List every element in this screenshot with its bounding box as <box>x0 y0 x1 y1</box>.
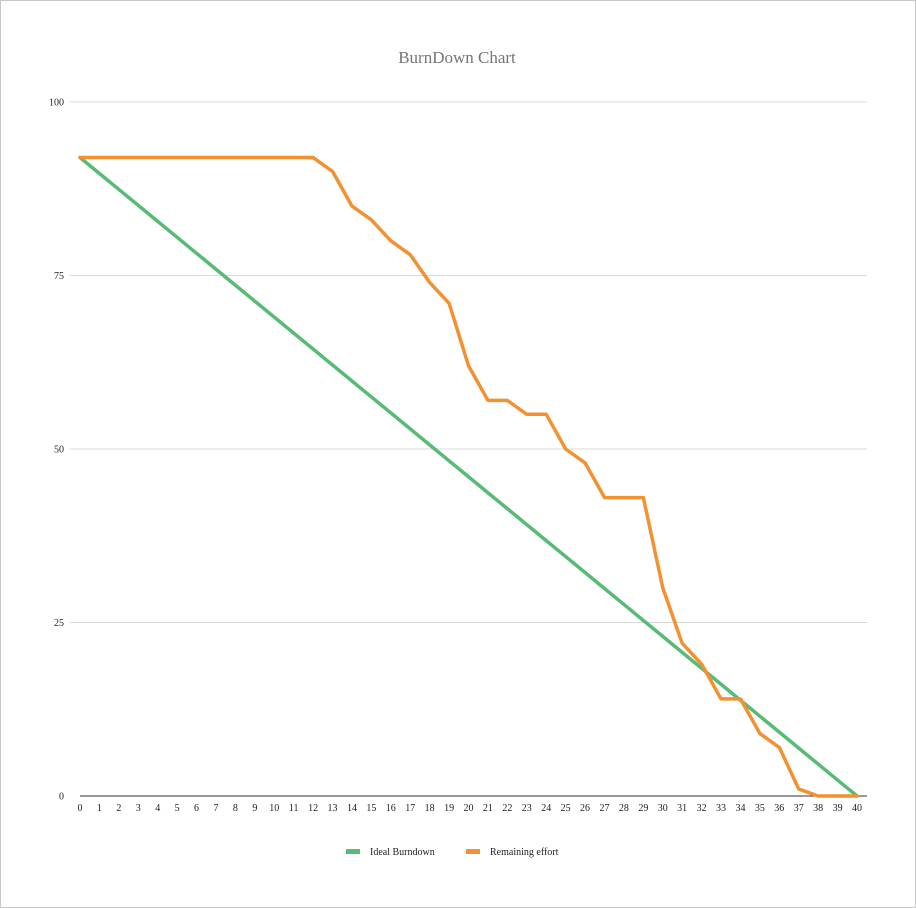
x-tick-label: 18 <box>425 803 435 814</box>
y-axis-ticks: 0 25 50 75 100 <box>49 98 64 803</box>
series-line-ideal-burndown <box>78 155 859 798</box>
series-line-remaining-effort <box>78 155 859 798</box>
x-tick-label: 38 <box>813 803 823 814</box>
legend-label: Ideal Burndown <box>370 847 435 858</box>
x-tick-label: 36 <box>774 803 784 814</box>
x-tick-label: 2 <box>116 803 121 814</box>
x-tick-label: 19 <box>444 803 454 814</box>
x-tick-label: 20 <box>464 803 474 814</box>
x-tick-label: 40 <box>852 803 862 814</box>
x-tick-label: 39 <box>833 803 843 814</box>
x-tick-label: 24 <box>541 803 551 814</box>
y-tick-label: 50 <box>54 445 64 456</box>
legend-swatch <box>346 849 360 854</box>
x-tick-label: 1 <box>97 803 102 814</box>
x-tick-label: 11 <box>289 803 299 814</box>
y-tick-label: 75 <box>54 271 64 282</box>
x-tick-label: 22 <box>502 803 512 814</box>
x-tick-label: 26 <box>580 803 590 814</box>
x-tick-label: 34 <box>735 803 745 814</box>
x-tick-label: 17 <box>405 803 415 814</box>
chart-title: BurnDown Chart <box>398 48 516 67</box>
x-tick-label: 31 <box>677 803 687 814</box>
x-tick-label: 3 <box>136 803 141 814</box>
x-tick-label: 27 <box>599 803 609 814</box>
x-tick-label: 13 <box>328 803 338 814</box>
legend: Ideal Burndown Remaining effort <box>346 847 559 858</box>
x-tick-label: 10 <box>269 803 279 814</box>
x-tick-label: 35 <box>755 803 765 814</box>
x-tick-label: 32 <box>697 803 707 814</box>
y-tick-label: 0 <box>59 792 64 803</box>
series-lines <box>78 155 859 798</box>
x-axis-ticks: 0 1 2 3 4 5 6 7 8 9 10 11 12 13 14 15 16 17 18 19 20 21 22 23 24… <box>78 803 863 814</box>
x-tick-label: 16 <box>386 803 396 814</box>
legend-label: Remaining effort <box>490 847 559 858</box>
x-tick-label: 15 <box>366 803 376 814</box>
x-tick-label: 30 <box>658 803 668 814</box>
x-tick-label: 0 <box>78 803 83 814</box>
x-tick-label: 33 <box>716 803 726 814</box>
x-tick-label: 5 <box>175 803 180 814</box>
x-tick-label: 29 <box>638 803 648 814</box>
x-tick-label: 9 <box>252 803 257 814</box>
x-tick-label: 4 <box>155 803 160 814</box>
x-tick-label: 6 <box>194 803 199 814</box>
x-tick-label: 7 <box>213 803 218 814</box>
x-tick-label: 37 <box>794 803 804 814</box>
x-tick-label: 8 <box>233 803 238 814</box>
gridlines <box>70 101 867 623</box>
x-tick-label: 25 <box>561 803 571 814</box>
y-tick-label: 25 <box>54 618 64 629</box>
x-tick-label: 28 <box>619 803 629 814</box>
x-tick-label: 21 <box>483 803 493 814</box>
x-tick-label: 12 <box>308 803 318 814</box>
y-tick-label: 100 <box>49 98 64 109</box>
legend-swatch <box>466 849 480 854</box>
x-tick-label: 23 <box>522 803 532 814</box>
x-tick-label: 14 <box>347 803 357 814</box>
